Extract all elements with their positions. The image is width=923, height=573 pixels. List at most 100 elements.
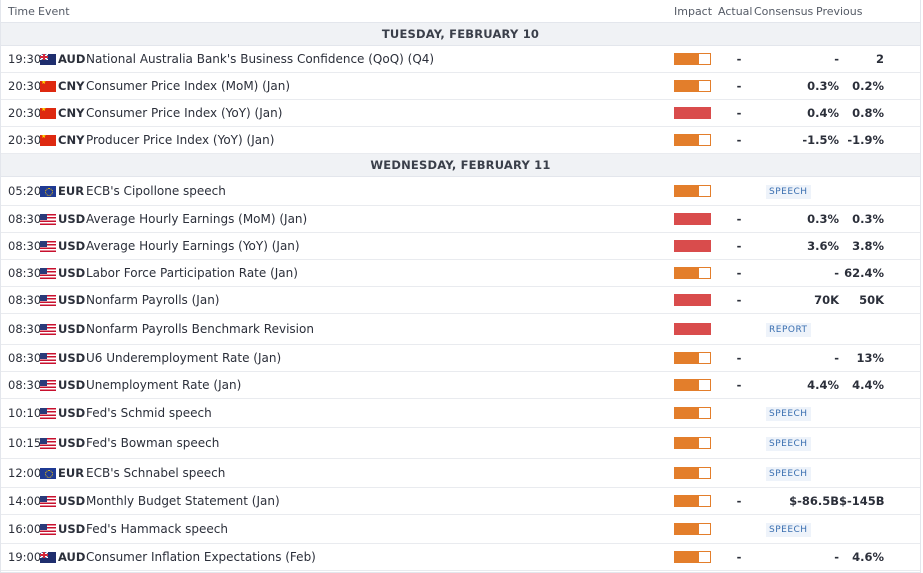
event-name[interactable]: Nonfarm Payrolls (Jan)	[86, 293, 220, 307]
event-row[interactable]: 08:30 USD Average Hourly Earnings (YoY) (J…	[1, 233, 920, 260]
impact-medium-indicator	[674, 551, 711, 563]
header-event[interactable]: Event	[38, 4, 70, 18]
currency-code: USD	[58, 293, 86, 307]
event-row[interactable]: 16:00 USD Fed's Hammack speech SPEECH	[1, 515, 920, 544]
event-row[interactable]: 08:30 USD Nonfarm Payrolls (Jan) - 70K 50K	[1, 287, 920, 314]
event-time: 20:30	[8, 106, 42, 120]
event-name[interactable]: Fed's Schmid speech	[86, 406, 212, 420]
impact-high-indicator	[674, 107, 711, 119]
event-time: 20:30	[8, 79, 42, 93]
previous-value: 2	[875, 52, 884, 66]
event-time: 14:00	[8, 494, 42, 508]
currency-code: AUD	[58, 52, 86, 66]
event-row[interactable]: 14:00 USD Monthly Budget Statement (Jan) - $…	[1, 488, 920, 515]
consensus-value: 0.3%	[807, 212, 839, 226]
event-type-cell: SPEECH	[760, 465, 877, 481]
event-name[interactable]: Consumer Price Index (YoY) (Jan)	[86, 106, 283, 120]
event-time: 16:00	[8, 522, 42, 536]
speech-badge: SPEECH	[766, 437, 811, 451]
actual-value: -	[736, 351, 742, 365]
event-row[interactable]: 05:20 EUR ECB's Cipollone speech SPEECH	[1, 177, 920, 206]
event-name[interactable]: National Australia Bank's Business Confi…	[86, 52, 435, 66]
consensus-value: $-86.5B	[789, 494, 839, 508]
event-type-cell: SPEECH	[760, 405, 877, 421]
consensus-value: 4.4%	[807, 378, 839, 392]
event-row[interactable]: 08:30 USD U6 Underemployment Rate (Jan) - - 1…	[1, 345, 920, 372]
header-impact[interactable]: Impact	[674, 4, 713, 18]
impact-medium-indicator	[674, 134, 711, 146]
event-row[interactable]: 19:30 AUD National Australia Bank's Busine…	[1, 46, 920, 73]
impact-high-indicator	[674, 213, 711, 225]
event-name[interactable]: Labor Force Participation Rate (Jan)	[86, 266, 298, 280]
impact-high-indicator	[674, 323, 711, 335]
consensus-value: -1.5%	[802, 133, 839, 147]
usd-flag-icon	[40, 407, 56, 419]
header-previous[interactable]: Previous	[816, 4, 863, 18]
event-name[interactable]: Consumer Inflation Expectations (Feb)	[86, 550, 316, 564]
impact-medium-indicator	[674, 467, 711, 479]
event-name[interactable]: Consumer Price Index (MoM) (Jan)	[86, 79, 291, 93]
currency-code: USD	[58, 351, 86, 365]
usd-flag-icon	[40, 213, 56, 225]
consensus-value: 0.3%	[807, 79, 839, 93]
usd-flag-icon	[40, 240, 56, 252]
event-name[interactable]: Producer Price Index (YoY) (Jan)	[86, 133, 275, 147]
actual-value: -	[736, 266, 742, 280]
event-type-cell: REPORT	[760, 321, 877, 337]
currency-code: USD	[58, 266, 86, 280]
impact-high-indicator	[674, 240, 711, 252]
event-name[interactable]: Nonfarm Payrolls Benchmark Revision	[86, 322, 314, 336]
calendar-header: Time Event Impact Actual Consensus Previ…	[1, 0, 920, 23]
actual-value: -	[736, 293, 742, 307]
report-badge: REPORT	[766, 323, 811, 337]
speech-badge: SPEECH	[766, 523, 811, 537]
header-actual[interactable]: Actual	[718, 4, 753, 18]
actual-value: -	[736, 106, 742, 120]
consensus-value: -	[834, 266, 839, 280]
aud-flag-icon	[40, 53, 56, 65]
event-name[interactable]: Fed's Hammack speech	[86, 522, 228, 536]
header-consensus[interactable]: Consensus	[754, 4, 814, 18]
event-name[interactable]: Monthly Budget Statement (Jan)	[86, 494, 280, 508]
event-row[interactable]: 08:30 USD Labor Force Participation Rate (…	[1, 260, 920, 287]
previous-value: 13%	[856, 351, 884, 365]
event-time: 08:30	[8, 322, 42, 336]
consensus-value: 70K	[814, 293, 839, 307]
currency-code: USD	[58, 378, 86, 392]
event-row[interactable]: 12:00 EUR ECB's Schnabel speech SPEECH	[1, 459, 920, 488]
event-name[interactable]: ECB's Schnabel speech	[86, 466, 226, 480]
event-time: 08:30	[8, 239, 42, 253]
event-time: 19:00	[8, 550, 42, 564]
header-time[interactable]: Time	[8, 4, 35, 18]
currency-code: AUD	[58, 550, 86, 564]
currency-code: USD	[58, 494, 86, 508]
event-time: 19:30	[8, 52, 42, 66]
day-header: TUESDAY, FEBRUARY 10	[1, 23, 920, 46]
event-name[interactable]: ECB's Cipollone speech	[86, 184, 226, 198]
event-name[interactable]: Unemployment Rate (Jan)	[86, 378, 242, 392]
event-name[interactable]: Fed's Bowman speech	[86, 436, 220, 450]
event-row[interactable]: 08:30 USD Unemployment Rate (Jan) - 4.4% 4.4%	[1, 372, 920, 399]
event-row[interactable]: 19:00 AUD Consumer Inflation Expectations …	[1, 544, 920, 571]
usd-flag-icon	[40, 523, 56, 535]
event-name[interactable]: Average Hourly Earnings (MoM) (Jan)	[86, 212, 308, 226]
event-time: 08:30	[8, 212, 42, 226]
event-row[interactable]: 08:30 USD Average Hourly Earnings (MoM) (J…	[1, 206, 920, 233]
event-row[interactable]: 08:30 USD Nonfarm Payrolls Benchmark Revis…	[1, 314, 920, 345]
event-name[interactable]: U6 Underemployment Rate (Jan)	[86, 351, 282, 365]
currency-code: USD	[58, 522, 86, 536]
event-row[interactable]: 10:15 USD Fed's Bowman speech SPEECH	[1, 428, 920, 459]
impact-medium-indicator	[674, 523, 711, 535]
event-type-cell: SPEECH	[760, 521, 877, 537]
event-time: 10:10	[8, 406, 42, 420]
previous-value: -1.9%	[847, 133, 884, 147]
event-time: 20:30	[8, 133, 42, 147]
event-row[interactable]: 10:10 USD Fed's Schmid speech SPEECH	[1, 399, 920, 428]
actual-value: -	[736, 133, 742, 147]
event-name[interactable]: Average Hourly Earnings (YoY) (Jan)	[86, 239, 300, 253]
cny-flag-icon	[40, 80, 56, 92]
